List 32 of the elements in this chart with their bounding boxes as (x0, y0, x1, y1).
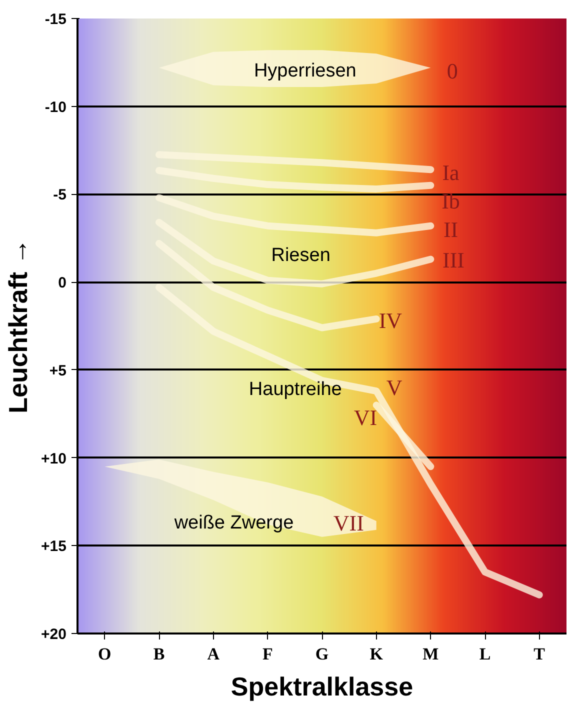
y-tick-label: -10 (44, 98, 67, 116)
x-tick-label: T (534, 644, 546, 664)
y-tick-label: -5 (53, 186, 67, 204)
annotation: Riesen (271, 245, 330, 266)
annotation: Hyperriesen (254, 60, 356, 82)
y-tick-label: +10 (41, 450, 67, 468)
x-axis-title: Spektralklasse (230, 672, 414, 702)
y-tick-label: -15 (44, 11, 67, 28)
annotation: V (386, 375, 402, 400)
y-tick-label: +20 (41, 626, 67, 643)
y-tick-label: +15 (41, 538, 67, 556)
annotation: II (443, 216, 458, 242)
annotation: Ib (442, 188, 460, 214)
x-tick-label: M (422, 644, 439, 664)
y-axis-title: Leuchtkraft → (3, 238, 34, 414)
annotation: Ia (442, 160, 460, 185)
annotation: III (442, 248, 464, 273)
y-tick-label: +5 (49, 362, 67, 380)
x-tick-label: F (262, 644, 273, 664)
annotation: 0 (446, 58, 458, 84)
x-tick-label: K (370, 644, 384, 664)
annotation: VII (333, 510, 364, 536)
annotation: weiße Zwerge (173, 512, 294, 534)
annotation: IV (378, 308, 402, 334)
x-tick-label: L (479, 644, 491, 664)
annotation: VI (354, 404, 378, 430)
x-tick-label: G (315, 644, 329, 664)
x-tick-label: A (207, 644, 220, 664)
y-tick-label: 0 (58, 274, 66, 292)
x-tick-label: B (153, 644, 165, 664)
x-tick-label: O (98, 644, 112, 664)
annotation: Hauptreihe (248, 378, 342, 400)
